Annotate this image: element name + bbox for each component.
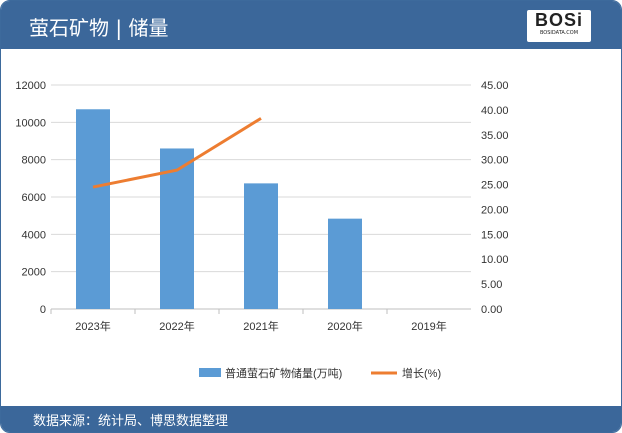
left-tick-label: 8000 [22,155,46,167]
bar-2021年 [244,183,278,309]
left-tick-label: 12000 [15,80,46,92]
x-tick-label: 2020年 [327,319,362,333]
right-tick-label: 45.00 [481,80,509,92]
x-tick-label: 2019年 [411,319,446,333]
legend-bar-label: 普通萤石矿物储量(万吨) [225,366,342,380]
x-tick-label: 2023年 [75,319,110,333]
bar-2020年 [328,218,362,309]
right-tick-label: 25.00 [481,180,509,192]
bar-2023年 [76,109,110,309]
left-tick-label: 0 [40,304,46,316]
right-tick-label: 10.00 [481,254,509,266]
left-tick-label: 4000 [22,229,46,241]
chart: 0 2000 4000 6000 8000 10000 12000 0.00 5.00 10.00… [15,80,509,380]
right-tick-label: 20.00 [481,204,509,216]
footer-bar: 数据来源：统计局、博思数据整理 [1,406,621,432]
right-tick-label: 5.00 [481,279,502,291]
left-tick-label: 2000 [22,267,46,279]
x-tick-label: 2021年 [243,319,278,333]
legend-line-label: 增长(%) [402,366,441,380]
x-tick-label: 2022年 [159,319,194,333]
right-tick-label: 15.00 [481,229,509,241]
header-bar: 萤石矿物 | 储量 BOSi BOSIDATA.COM [1,1,621,49]
legend-bar-swatch [199,368,221,377]
right-tick-label: 0.00 [481,304,502,316]
left-tick-label: 6000 [22,192,46,204]
bar-2022年 [160,148,194,309]
left-tick-label: 10000 [15,117,46,129]
data-source: 数据来源：统计局、博思数据整理 [33,414,229,429]
right-tick-label: 40.00 [481,105,509,117]
page-title: 萤石矿物 | 储量 [29,16,169,40]
right-tick-label: 35.00 [481,130,509,142]
right-tick-label: 30.00 [481,155,509,167]
bosi-logo: BOSi BOSIDATA.COM [527,10,591,42]
